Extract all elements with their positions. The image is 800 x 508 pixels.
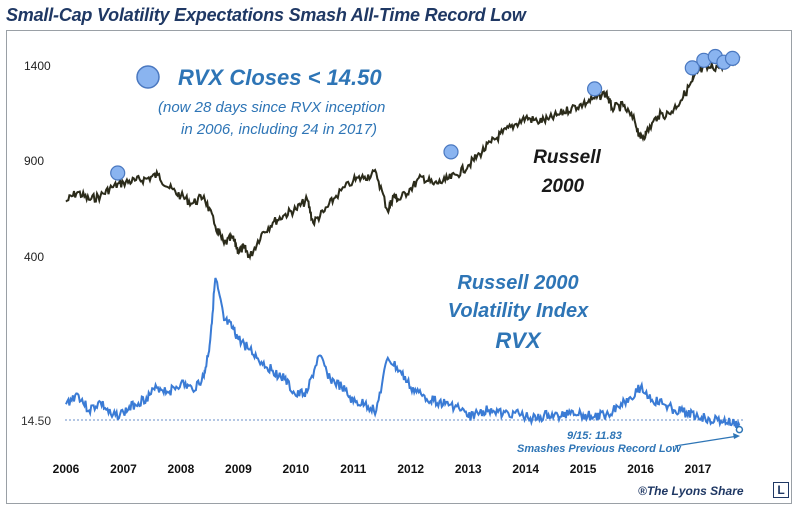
russell-label-1: Russell: [533, 147, 601, 168]
highlight-marker: [724, 50, 741, 67]
x-tick-label: 2012: [397, 462, 424, 476]
y-tick-label: 900: [24, 154, 44, 168]
threshold-label: 14.50: [21, 414, 51, 428]
highlight-marker: [586, 81, 603, 97]
x-axis-ticks: 2006 2007 2008 2009 2010 2011 2012 2013 2014 2015…: [53, 462, 712, 476]
russell-label-2: 2000: [541, 176, 585, 197]
highlight-marker: [443, 144, 459, 160]
x-tick-label: 2009: [225, 462, 252, 476]
callout-arrow: [674, 435, 739, 447]
callout-arrowhead: [733, 433, 740, 439]
legend-text: RVX Closes < 14.50: [178, 65, 382, 90]
callout-text-2: Smashes Previous Record Low: [517, 443, 682, 455]
rvx-record-low-marker: [735, 425, 744, 434]
x-tick-label: 2011: [340, 462, 366, 476]
x-tick-label: 2017: [685, 462, 712, 476]
legend-subtext-1: (now 28 days since RVX inception: [158, 99, 385, 116]
x-tick-label: 2015: [570, 462, 597, 476]
x-tick-label: 2013: [455, 462, 482, 476]
credit-text: ®The Lyons Share: [638, 484, 744, 498]
highlight-marker: [684, 60, 700, 76]
x-tick-label: 2008: [168, 462, 195, 476]
rvx-label-2: Volatility Index: [448, 300, 589, 322]
y-axis-ticks: 1400 900 400: [24, 59, 51, 264]
x-tick-label: 2007: [110, 462, 137, 476]
rvx-label-3: RVX: [495, 328, 542, 353]
rvx-label-1: Russell 2000: [457, 272, 578, 294]
y-tick-label: 1400: [24, 59, 51, 73]
rvx-line: [65, 277, 741, 433]
highlight-markers: [110, 48, 741, 181]
x-tick-label: 2014: [512, 462, 539, 476]
callout-text-1: 9/15: 11.83: [567, 430, 622, 442]
y-tick-label: 400: [24, 250, 44, 264]
highlight-marker: [110, 165, 126, 181]
x-tick-label: 2016: [627, 462, 654, 476]
legend-marker: [136, 65, 160, 89]
legend-subtext-2: in 2006, including 24 in 2017): [181, 121, 377, 138]
x-tick-label: 2006: [53, 462, 80, 476]
chart-title: Small-Cap Volatility Expectations Smash …: [6, 5, 526, 25]
chart-frame: [6, 30, 792, 504]
russell-2000-line: [65, 56, 741, 261]
brand-logo: L: [773, 482, 789, 498]
x-tick-label: 2010: [282, 462, 309, 476]
